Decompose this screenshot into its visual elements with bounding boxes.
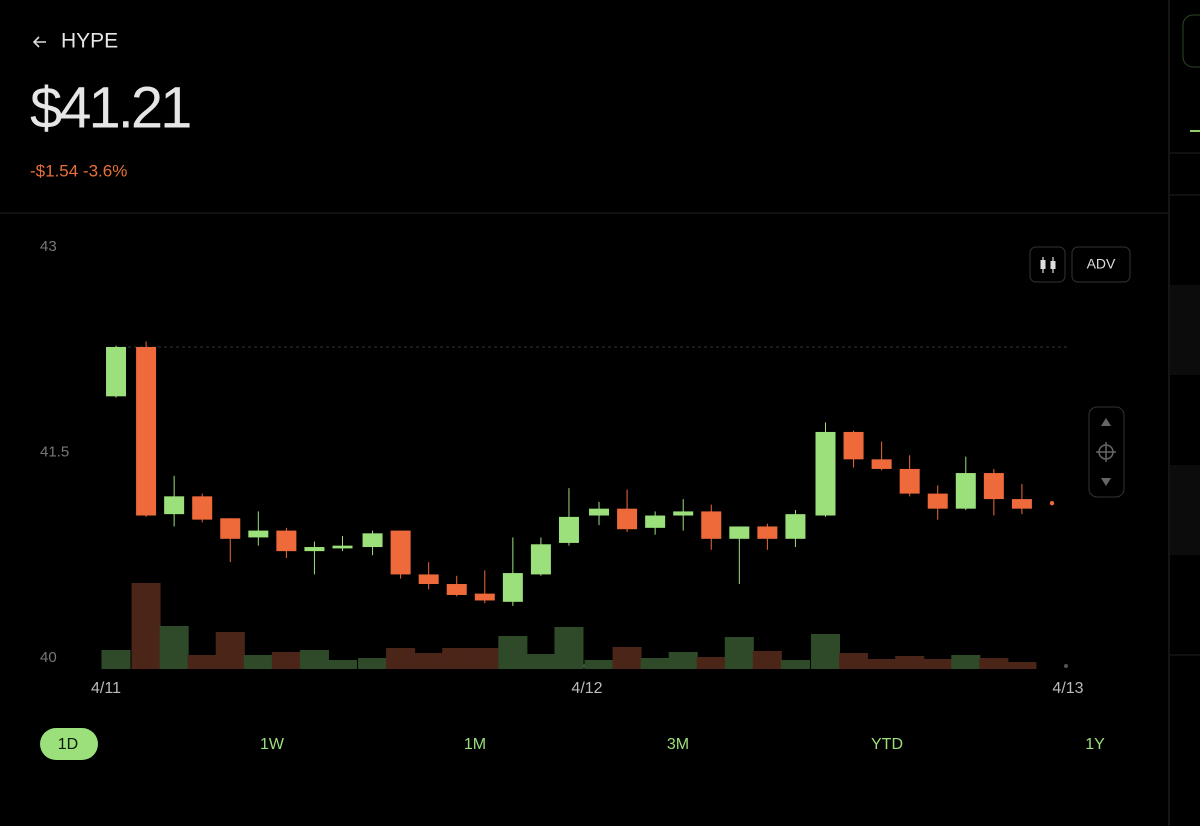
- volume-bar: [810, 634, 841, 669]
- range-button[interactable]: 1M: [464, 736, 486, 753]
- candle-body: [785, 514, 806, 539]
- adv-button[interactable]: [1071, 246, 1131, 283]
- candle-body: [558, 516, 579, 543]
- volume-bar: [554, 627, 584, 669]
- x-tick-label: 4/12: [571, 680, 602, 697]
- x-tick-label: 4/11: [91, 680, 121, 697]
- volume-bar: [612, 647, 642, 669]
- volume-bar: [839, 653, 869, 669]
- volume-bar: [187, 655, 217, 669]
- volume-bar: [243, 655, 273, 669]
- candle-body: [983, 473, 1004, 500]
- y-tick-label: 40: [40, 649, 57, 666]
- volume-bar: [327, 660, 358, 669]
- ticker: HYPE: [61, 30, 118, 53]
- volume-bar: [867, 659, 897, 669]
- volume-bar: [498, 636, 528, 669]
- volume-bar: [299, 650, 329, 669]
- candle-body: [757, 526, 778, 539]
- panel-row[interactable]: [1170, 465, 1200, 555]
- candle-body: [502, 573, 523, 602]
- candle-body: [474, 593, 495, 601]
- candle-body: [729, 526, 750, 539]
- volume-bar: [386, 648, 416, 669]
- volume-bar: [271, 652, 301, 669]
- candle-body: [899, 468, 920, 494]
- volume-bar: [1007, 662, 1037, 669]
- candle-body: [220, 518, 241, 539]
- range-button[interactable]: YTD: [871, 736, 903, 753]
- volume-bar: [780, 660, 810, 669]
- range-button[interactable]: 1Y: [1085, 736, 1105, 753]
- x-tick: [1064, 664, 1068, 668]
- volume-bar: [131, 583, 161, 669]
- volume-bar: [526, 654, 556, 669]
- volume-bar: [358, 658, 388, 669]
- zoom-controls: [1088, 406, 1125, 498]
- volume-bar: [215, 632, 245, 669]
- panel-row[interactable]: [1170, 285, 1200, 375]
- back-button[interactable]: [32, 36, 46, 48]
- volume-bar: [979, 658, 1009, 669]
- range-selected[interactable]: [40, 728, 98, 760]
- candle-body: [871, 459, 892, 469]
- candle-body: [815, 431, 836, 516]
- candle-icon: [1040, 260, 1046, 269]
- candle-body: [192, 496, 213, 520]
- candle-body: [248, 530, 269, 538]
- candle-body: [530, 544, 551, 575]
- candle-body: [701, 511, 722, 539]
- volume-bar: [442, 648, 472, 669]
- y-tick-label: 41.5: [40, 443, 69, 460]
- candle-body: [106, 347, 127, 397]
- volume-bar: [584, 660, 614, 669]
- candle-body: [589, 508, 610, 516]
- scroll-up[interactable]: [1101, 418, 1111, 426]
- candle-body: [673, 511, 694, 516]
- recenter: [1096, 442, 1116, 462]
- price-change: -$1.54 -3.6%: [30, 161, 127, 180]
- range-button[interactable]: 3M: [667, 736, 689, 753]
- candle-body: [617, 508, 638, 530]
- candle-body: [276, 530, 297, 552]
- volume-bar: [159, 626, 189, 669]
- chart-type-button[interactable]: [1029, 246, 1066, 283]
- scroll-down[interactable]: [1101, 478, 1111, 486]
- candle-body: [304, 547, 325, 552]
- y-tick-label: 43: [40, 238, 57, 255]
- candle-body: [362, 533, 383, 548]
- volume-bar: [470, 648, 500, 669]
- candle-body: [1011, 499, 1032, 509]
- price: $41.21: [30, 75, 190, 140]
- candle-body: [446, 584, 467, 595]
- volume-bar: [101, 650, 131, 669]
- volume-bar: [895, 656, 925, 669]
- panel-button[interactable]: [1182, 14, 1200, 68]
- volume-bar: [640, 658, 670, 669]
- candle-body: [645, 515, 666, 528]
- candle-body: [843, 431, 864, 460]
- candle-body: [927, 493, 948, 509]
- candle-point: [1049, 500, 1055, 506]
- volume-bar: [724, 637, 754, 669]
- candle-body: [418, 574, 439, 585]
- volume-bar: [696, 657, 726, 669]
- volume-bar: [414, 653, 444, 669]
- volume-bar: [951, 655, 981, 669]
- candle-body: [164, 496, 185, 515]
- adv-label: ADV: [1087, 256, 1116, 272]
- volume-bar: [923, 659, 953, 669]
- volume-bar: [752, 651, 782, 669]
- volume-bar: [668, 652, 698, 669]
- candle-body: [136, 347, 157, 516]
- candle-body: [390, 530, 411, 575]
- x-tick-label: 4/13: [1052, 680, 1083, 697]
- candle-icon: [1050, 261, 1056, 269]
- range-button[interactable]: 1D: [58, 736, 78, 753]
- candle-body: [955, 473, 976, 509]
- range-button[interactable]: 1W: [260, 736, 285, 753]
- candle-body: [332, 545, 353, 549]
